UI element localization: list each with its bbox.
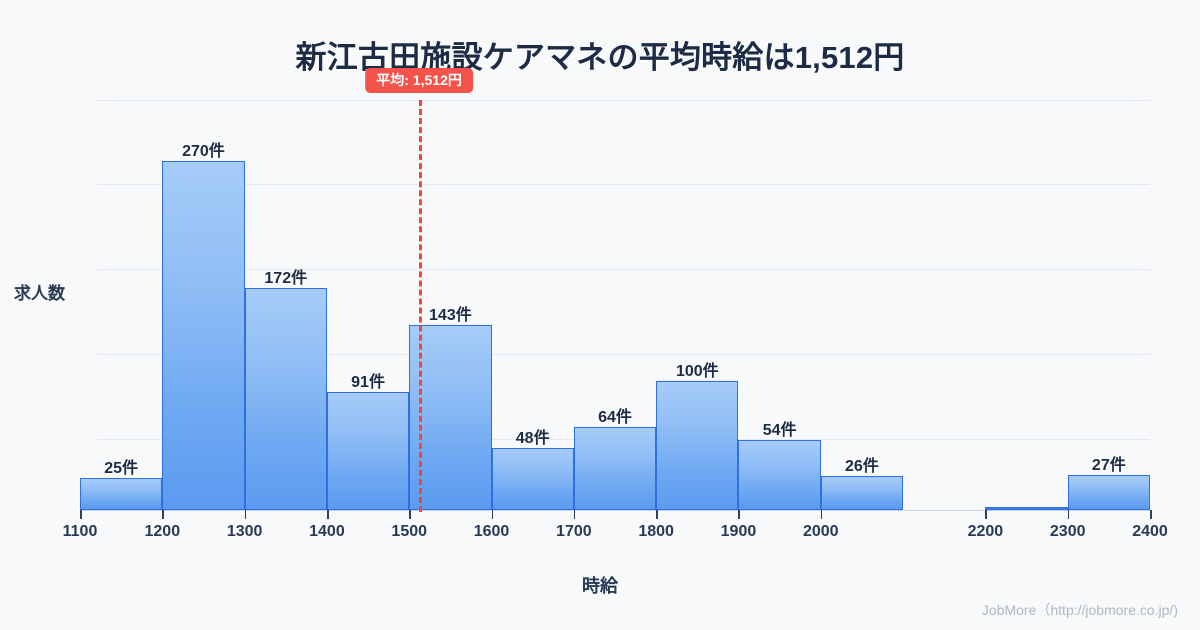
bar-value-label: 270件 xyxy=(182,142,225,160)
x-axis-tick-label: 1400 xyxy=(309,523,345,540)
x-axis-tick-label: 1500 xyxy=(391,523,428,540)
bar[interactable] xyxy=(80,477,163,510)
average-badge: 平均: 1,512円 xyxy=(365,68,473,94)
bar[interactable] xyxy=(162,160,245,510)
bar-value-label: 48件 xyxy=(515,429,550,447)
bar[interactable] xyxy=(409,325,492,510)
bar[interactable] xyxy=(491,447,574,510)
x-axis-tick-label: 1100 xyxy=(62,523,98,540)
bar-value-label: 27件 xyxy=(1091,457,1126,475)
x-axis-tick xyxy=(573,510,576,519)
x-axis-tick-label: 1700 xyxy=(556,523,592,540)
x-axis-tick-label: 1900 xyxy=(720,523,757,540)
y-axis-label: 求人数 xyxy=(14,284,65,303)
x-axis-tick xyxy=(80,510,82,519)
x-axis-tick xyxy=(985,510,987,519)
x-axis-tick xyxy=(1150,510,1152,519)
x-axis-tick xyxy=(244,510,247,519)
bar[interactable] xyxy=(573,427,657,510)
bar-value-label: 26件 xyxy=(845,458,879,476)
x-axis-tick xyxy=(326,510,329,519)
plot-area: 25件 270件 172件 91件 143件 48件 64件 100件 54件 26件 27件 11… xyxy=(63,68,1168,540)
x-axis-tick xyxy=(656,510,658,519)
bar-value-label: 64件 xyxy=(598,409,632,427)
bar-value-label: 143件 xyxy=(429,307,472,325)
bar-value-label: 91件 xyxy=(351,374,385,392)
bar-value-label: 172件 xyxy=(264,269,308,287)
x-axis-tick xyxy=(491,510,494,519)
gridline xyxy=(97,184,1150,186)
bar[interactable] xyxy=(985,507,1068,510)
x-axis-tick-label: 1200 xyxy=(144,523,181,540)
x-axis-tick-label: 1600 xyxy=(473,523,510,540)
x-axis-tick-label: 2300 xyxy=(1049,523,1086,540)
x-axis-tick-label: 1800 xyxy=(638,523,674,540)
bar-value-label: 54件 xyxy=(762,422,797,440)
bar[interactable] xyxy=(1067,475,1150,510)
x-axis-tick-label: 2400 xyxy=(1132,523,1168,540)
bar[interactable] xyxy=(244,287,327,510)
x-axis-tick xyxy=(409,510,411,519)
x-axis-label: 時給 xyxy=(582,576,618,596)
bar[interactable] xyxy=(656,380,739,510)
x-axis-tick xyxy=(738,510,741,519)
x-axis-line xyxy=(80,510,1150,511)
gridline xyxy=(97,269,1150,271)
bar[interactable] xyxy=(738,440,821,510)
x-axis-tick xyxy=(162,510,164,519)
average-line xyxy=(419,100,423,512)
x-axis-tick-label: 2200 xyxy=(967,523,1004,540)
x-axis-tick xyxy=(1067,510,1070,519)
x-axis-tick-label: 2000 xyxy=(802,523,839,540)
x-axis-tick xyxy=(820,510,823,519)
page-title: 新江古田施設ケアマネの平均時給は1,512円 xyxy=(295,40,905,75)
bar[interactable] xyxy=(326,392,410,510)
bar[interactable] xyxy=(820,476,904,510)
bar-value-label: 100件 xyxy=(675,362,719,380)
gridline xyxy=(97,100,1150,101)
gridline xyxy=(97,353,1150,355)
watermark: JobMore（http://jobmore.co.jp/) xyxy=(981,602,1178,618)
x-axis-tick-label: 1300 xyxy=(226,523,263,540)
bar-value-label: 25件 xyxy=(104,459,139,477)
